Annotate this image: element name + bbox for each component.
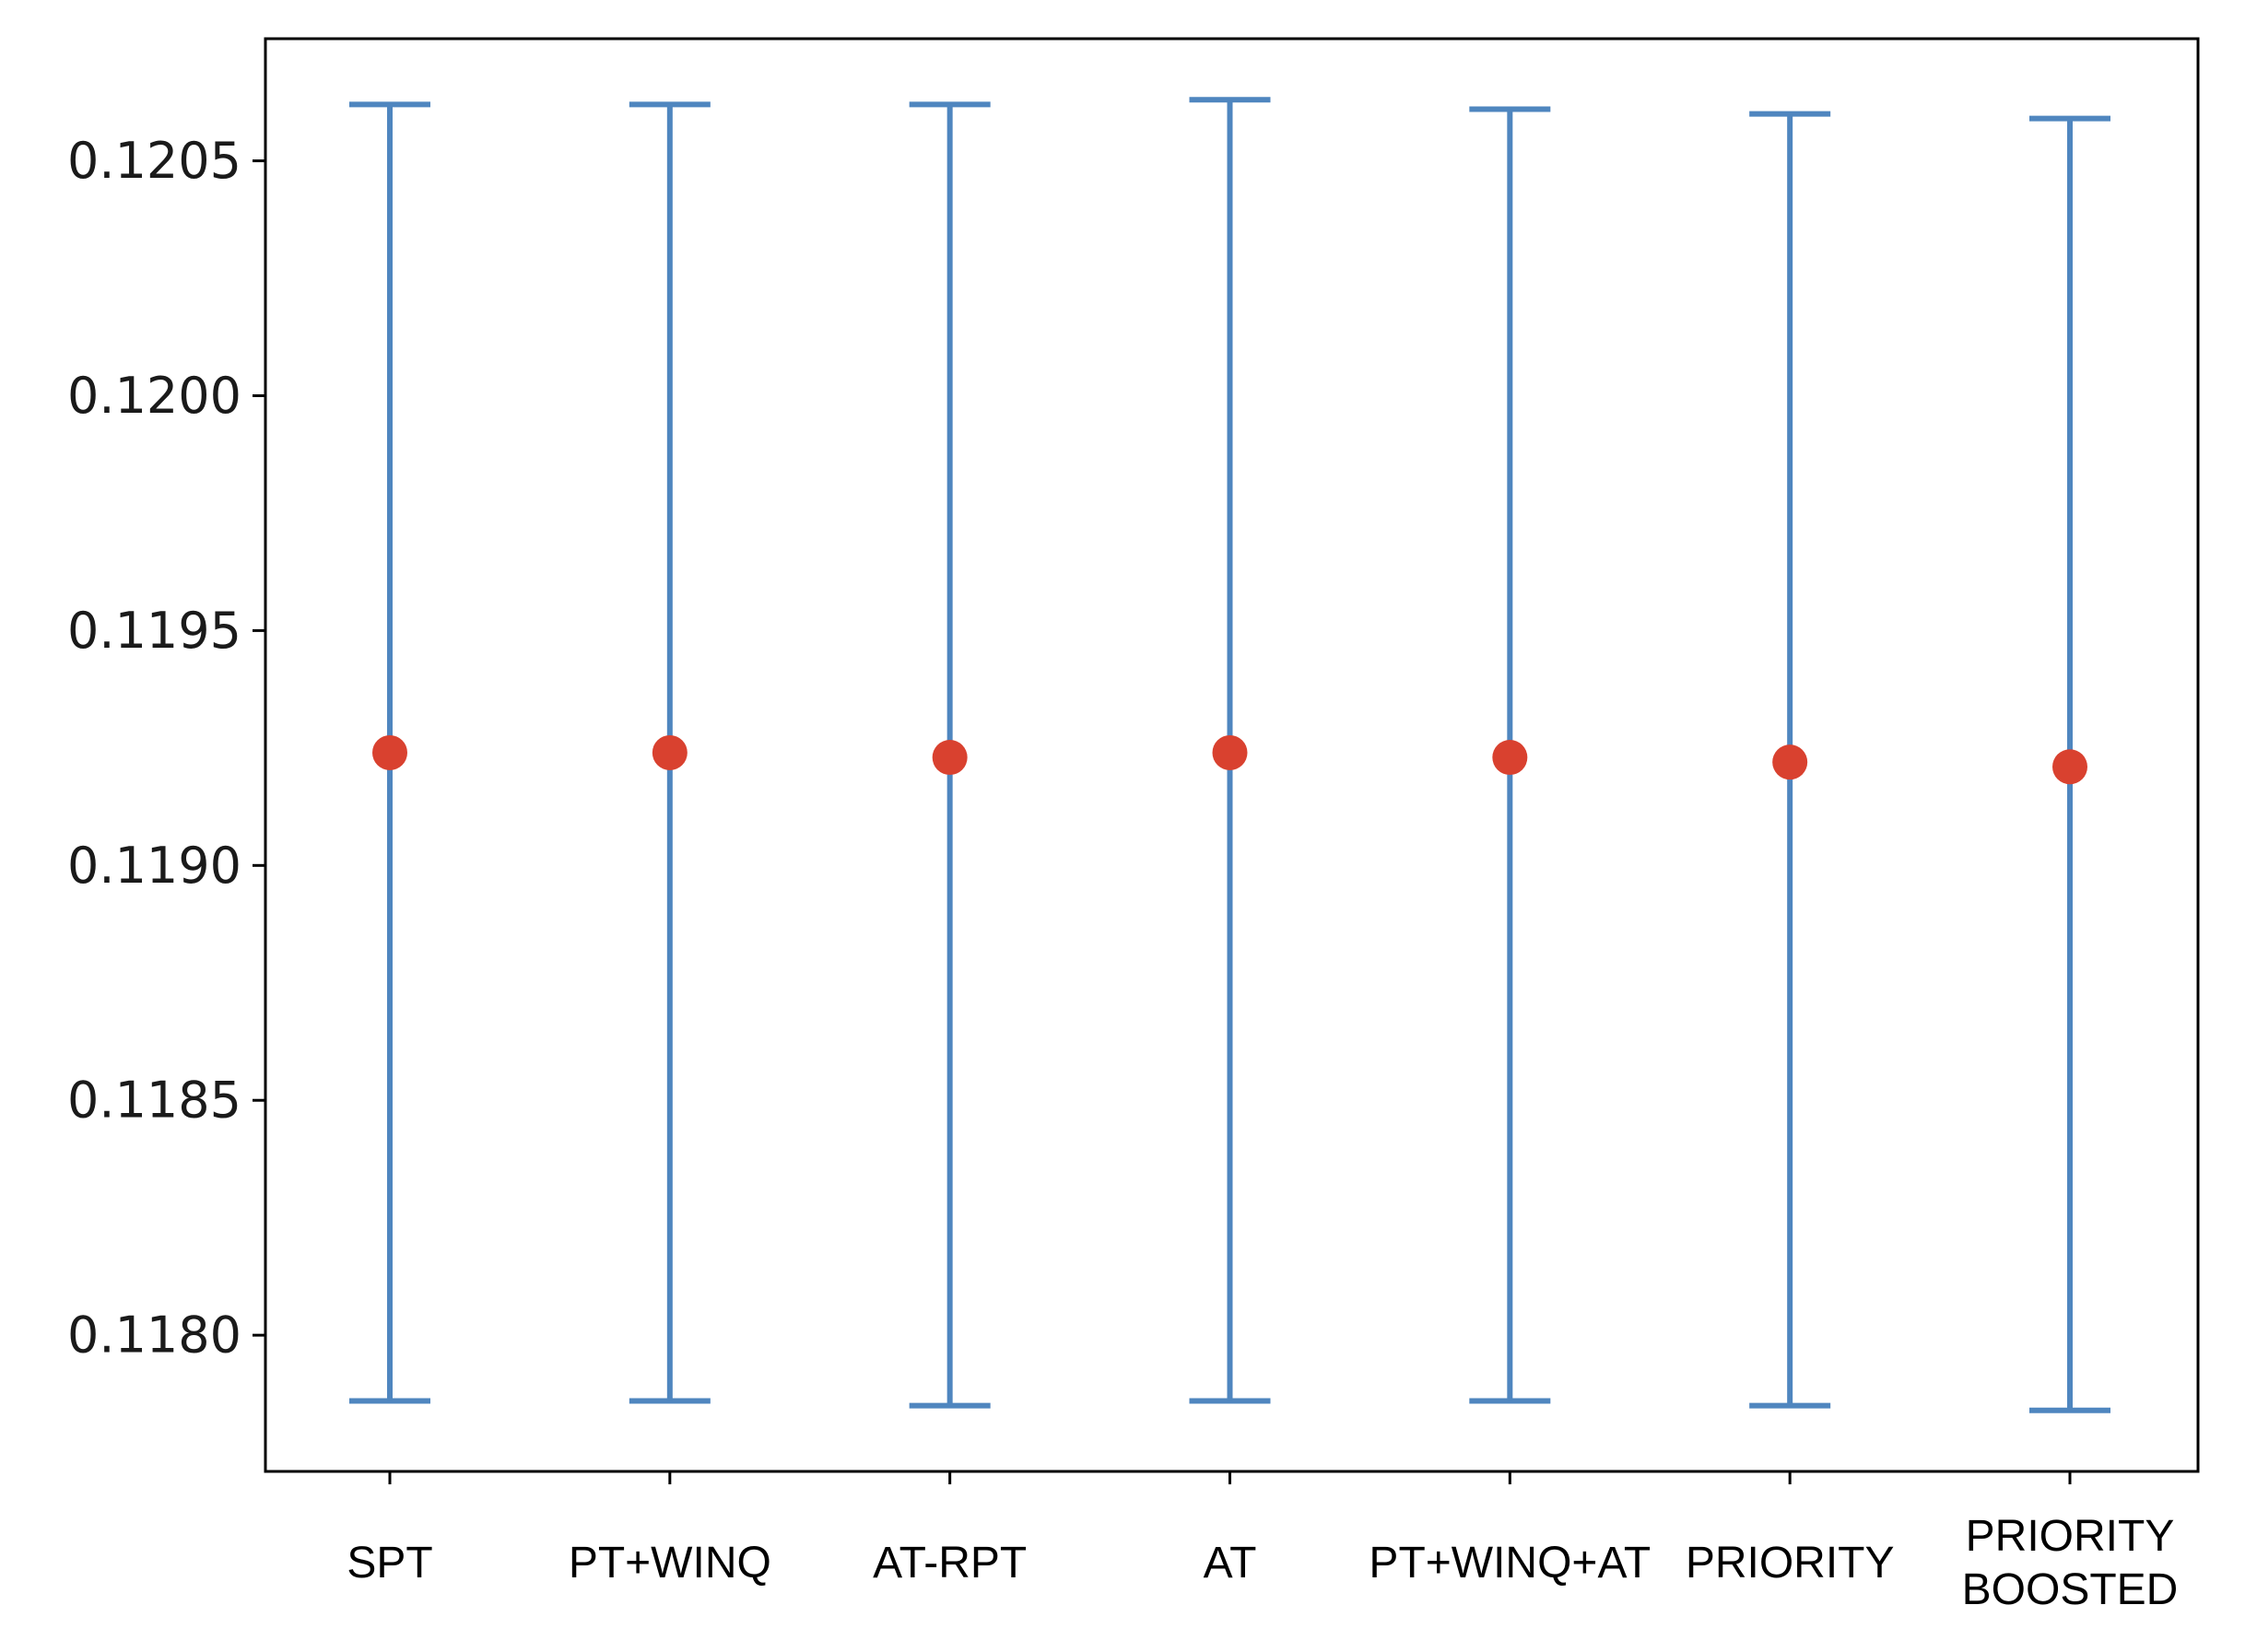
y-tick-label: 0.1195: [67, 602, 241, 660]
mean-point: [372, 734, 407, 770]
x-tick-label: PRIORITY BOOSTED: [1962, 1512, 2179, 1614]
mean-point: [2052, 749, 2087, 785]
mean-points: [372, 734, 2087, 785]
y-tick-label: 0.1190: [67, 837, 241, 895]
x-tick-label: AT-RPT: [873, 1539, 1027, 1588]
y-tick-label: 0.1205: [67, 132, 241, 190]
mean-point: [1212, 734, 1248, 770]
x-tick-label: AT: [1204, 1539, 1257, 1588]
y-tick-label: 0.1180: [67, 1306, 241, 1365]
x-tick-label: PT+WINQ+AT: [1369, 1539, 1651, 1588]
plot-frame: [264, 37, 2200, 1473]
x-tick-label: PRIORITY: [1686, 1539, 1895, 1588]
x-tick-label: PT+WINQ: [569, 1539, 771, 1588]
mean-point: [652, 734, 688, 770]
x-tick-label-line: BOOSTED: [1962, 1565, 2179, 1614]
x-tick-label: SPT: [347, 1539, 432, 1588]
x-axis: SPT PT+WINQ AT-RPT AT PT+WINQ+AT PRIORITYPRIO…: [347, 1471, 2178, 1614]
mean-point: [1772, 744, 1808, 780]
y-tick-label: 0.1185: [67, 1072, 241, 1130]
x-tick-label-line: PRIORITY: [1966, 1512, 2175, 1561]
y-axis: 0.1180 0.1185 0.1190 0.1195 0.1200 0.1205: [67, 132, 265, 1365]
mean-point: [1492, 740, 1528, 776]
y-tick-label: 0.1200: [67, 367, 241, 425]
mean-point: [932, 740, 968, 776]
